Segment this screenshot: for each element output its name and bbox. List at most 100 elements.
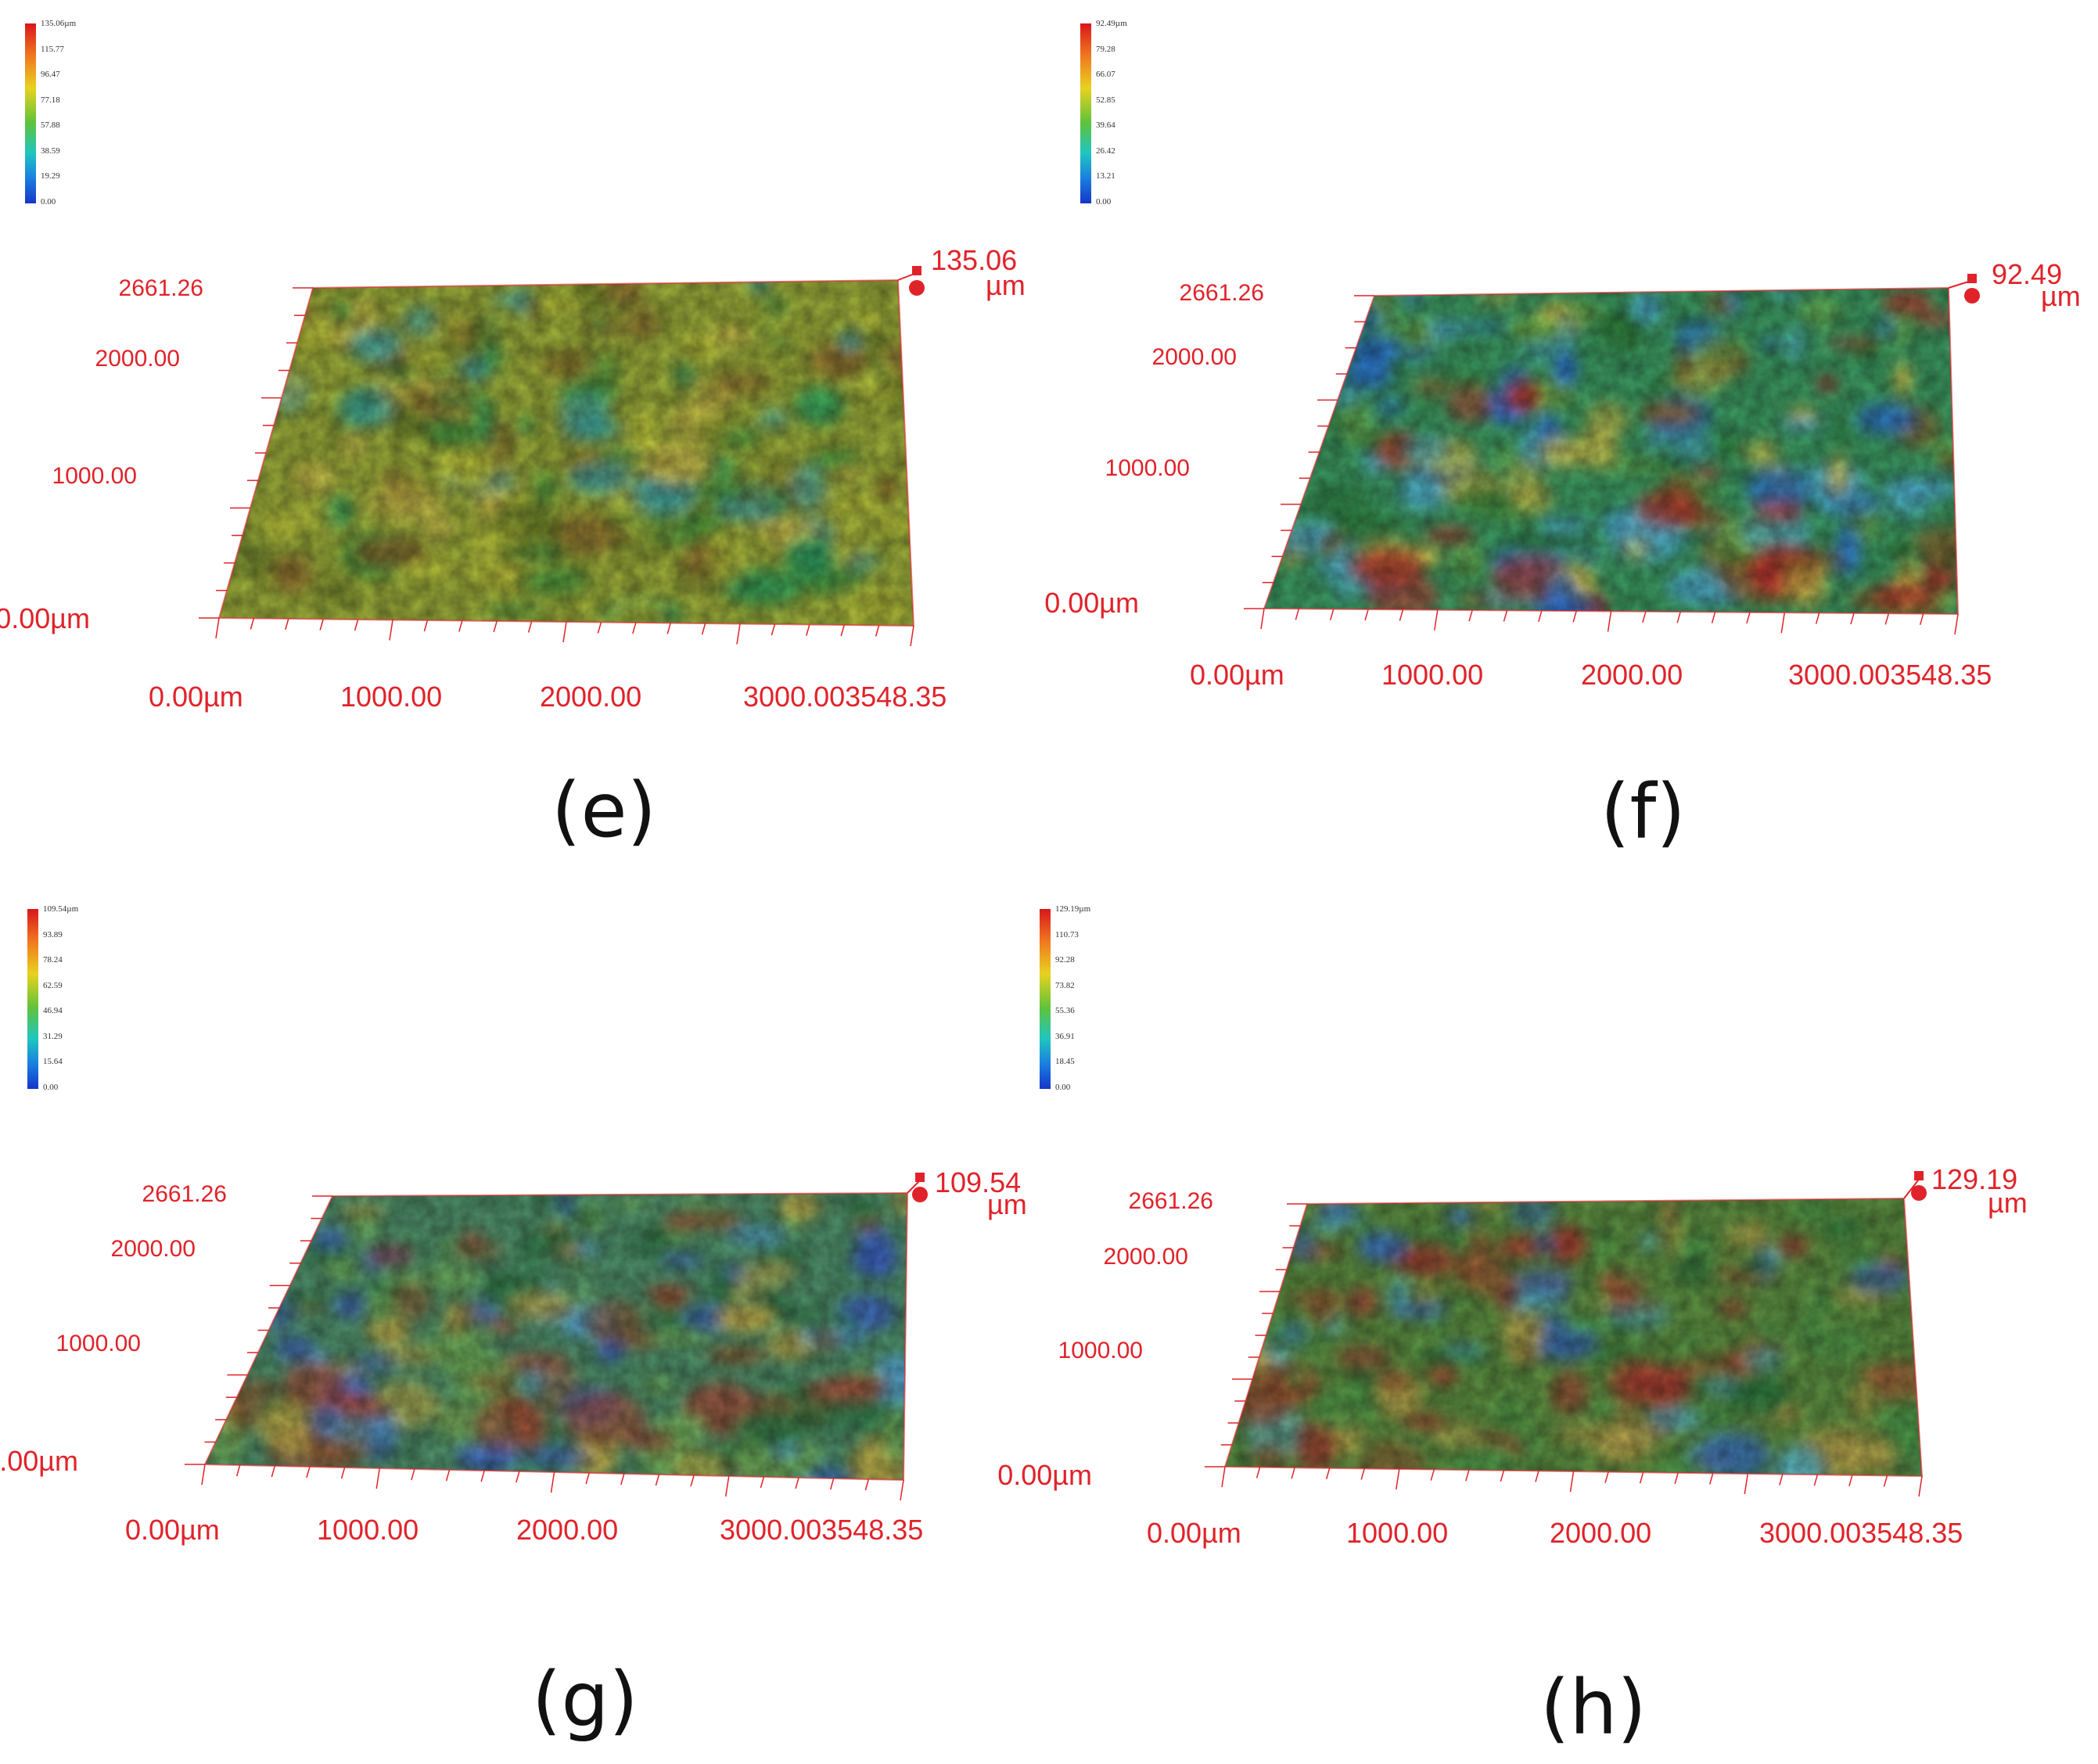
colorbar-tick-label: 15.64 (43, 1057, 63, 1066)
colorbar-tick-label: 78.24 (43, 955, 63, 965)
z-axis-origin-marker (1964, 288, 1980, 304)
y-axis-tick-label: 2661.26 (1128, 1188, 1213, 1214)
x-tick (562, 621, 567, 643)
x-tick (1256, 1467, 1261, 1478)
x-tick (1918, 1475, 1923, 1497)
x-axis-tick-label: 0.00µm (1147, 1517, 1241, 1549)
z-axis-origin-marker (912, 1187, 928, 1202)
surface-3d-plot (199, 266, 925, 647)
x-tick (1325, 1468, 1331, 1480)
colorbar-tick-label: 0.00 (1096, 196, 1112, 207)
x-tick (840, 624, 845, 637)
y-axis-tick-label: 1000.00 (1058, 1338, 1143, 1363)
x-tick (1572, 610, 1577, 623)
x-tick (1744, 1473, 1748, 1495)
x-tick (701, 623, 706, 635)
x-tick (1360, 1468, 1365, 1480)
x-tick (1779, 1474, 1784, 1486)
x-tick (1813, 1474, 1819, 1486)
x-tick (480, 1470, 485, 1482)
x-tick (690, 1475, 695, 1487)
x-tick (585, 1472, 590, 1485)
x-tick (1708, 1473, 1714, 1485)
x-axis-tick-label: 2000.00 (540, 681, 642, 713)
colorbar-tick-label: 52.85 (1096, 95, 1115, 105)
colorbar-tick-label: 19.29 (41, 171, 60, 181)
x-tick (1295, 609, 1300, 620)
colorbar-tick-label: 115.77 (41, 44, 64, 54)
colorbar-tick-label: 73.82 (1055, 980, 1075, 990)
x-tick (1884, 613, 1890, 625)
colorbar (25, 23, 36, 203)
x-tick (250, 618, 255, 630)
x-tick (1642, 611, 1647, 623)
x-axis-tick-label: 1000.00 (1346, 1517, 1449, 1549)
x-tick (375, 1468, 380, 1489)
colorbar-tick-label: 110.73 (1055, 929, 1079, 939)
surface-3d-plot (1205, 1171, 1927, 1497)
z-max-label: 129.19 (1931, 1163, 2018, 1195)
x-tick (1291, 1467, 1295, 1479)
x-tick (1919, 613, 1924, 625)
colorbar-tick-label: 38.59 (41, 146, 60, 156)
panel-caption: (e) (551, 767, 656, 854)
x-tick (1674, 1472, 1679, 1485)
x-tick (632, 622, 637, 634)
y-axis-tick-label: 2661.26 (118, 275, 203, 301)
z-unit-label: µm (986, 269, 1026, 301)
colorbar (1040, 909, 1051, 1089)
x-tick (354, 619, 359, 631)
x-axis-tick-label: 2000.00 (1550, 1517, 1652, 1549)
x-tick (1434, 609, 1439, 631)
x-tick (1815, 613, 1820, 624)
x-tick (655, 1474, 660, 1486)
surface-panel-e: 135.06µm 115.77 96.47 77.18 57.88 38.59 19.29 0… (0, 0, 1049, 882)
y-axis-tick-label: 2000.00 (1103, 1244, 1188, 1270)
x-tick (1500, 1470, 1505, 1482)
z-unit-label: µm (2041, 280, 2081, 312)
panel-caption: (g) (532, 1656, 638, 1744)
x-tick (1430, 1469, 1435, 1481)
x-axis-tick-label: 1000.00 (1381, 659, 1484, 691)
z-max-marker (912, 266, 921, 275)
x-tick (516, 1471, 520, 1483)
x-tick (875, 625, 880, 637)
x-tick (666, 623, 671, 634)
y-axis-tick-label: 2661.26 (1179, 280, 1264, 306)
x-tick (1604, 1471, 1609, 1483)
x-tick (806, 624, 810, 636)
x-tick (1329, 609, 1335, 620)
x-tick (411, 1468, 415, 1481)
x-tick (423, 620, 429, 632)
z-max-marker (1914, 1171, 1924, 1180)
x-tick (1848, 1475, 1853, 1487)
x-axis-tick-label: 1000.00 (317, 1514, 419, 1546)
colorbar-tick-label: 0.00 (43, 1082, 59, 1092)
x-tick (1396, 1468, 1400, 1490)
colorbar-tick-label: 0.00 (41, 196, 56, 207)
colorbar-tick-label: 39.64 (1096, 120, 1115, 130)
colorbar-tick-label: 135.06µm (41, 19, 77, 28)
x-tick (1883, 1475, 1888, 1487)
colorbar-tick-label: 92.49µm (1096, 19, 1127, 28)
x-axis-tick-label: 3000.003548.35 (743, 681, 947, 713)
y-axis-tick-label: 0.00µm (0, 1445, 78, 1477)
z-unit-label: µm (1988, 1187, 2028, 1219)
x-tick (597, 622, 602, 634)
x-tick (1850, 613, 1855, 625)
x-tick (1221, 1466, 1226, 1488)
x-tick (1746, 612, 1751, 624)
x-tick (1711, 612, 1716, 623)
x-tick (760, 1476, 765, 1489)
panel-caption: (h) (1540, 1664, 1647, 1751)
z-max-marker (915, 1173, 925, 1182)
y-axis-tick-label: 0.00µm (997, 1459, 1092, 1491)
x-tick (736, 623, 741, 645)
panel-caption: (f) (1600, 768, 1686, 856)
z-axis-origin-marker (1911, 1185, 1927, 1201)
x-tick (1639, 1471, 1644, 1484)
x-tick (285, 618, 289, 631)
x-tick (1535, 1471, 1539, 1482)
x-axis-tick-label: 3000.003548.35 (1759, 1517, 1963, 1549)
x-tick (1538, 610, 1543, 623)
